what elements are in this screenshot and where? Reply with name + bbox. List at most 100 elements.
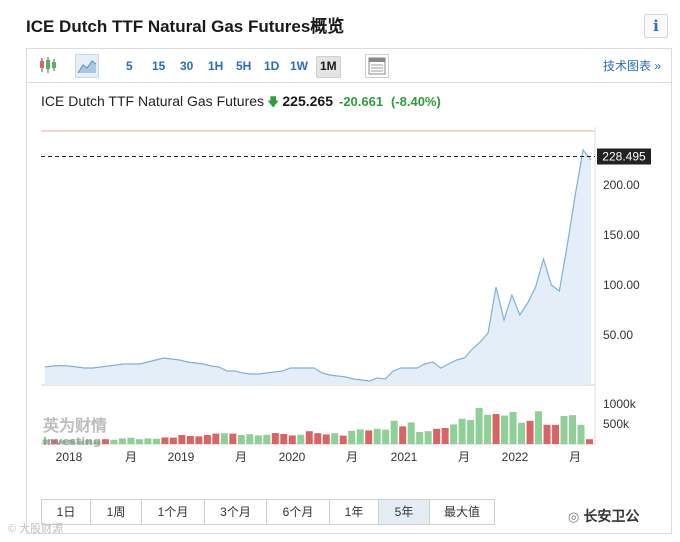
timeframe-1h[interactable]: 1H bbox=[208, 59, 224, 73]
range-5y[interactable]: 5年 bbox=[379, 500, 430, 524]
volume-bar bbox=[535, 411, 543, 444]
volume-bar bbox=[246, 434, 254, 444]
volume-bar bbox=[50, 439, 58, 444]
x-tick-label: 月 bbox=[125, 450, 137, 464]
volume-bar bbox=[84, 440, 92, 444]
timeframe-1d[interactable]: 1D bbox=[264, 59, 280, 73]
table-icon[interactable] bbox=[365, 54, 389, 78]
volume-bar bbox=[552, 424, 560, 444]
y-tick-label: 150.00 bbox=[603, 228, 640, 242]
timeframe-5[interactable]: 5 bbox=[126, 59, 133, 73]
timeframe-1w[interactable]: 1W bbox=[290, 59, 308, 73]
watermark-left: © 大股财源 bbox=[8, 523, 64, 535]
page-title: ICE Dutch TTF Natural Gas Futures概览 bbox=[26, 17, 345, 36]
candlestick-icon[interactable] bbox=[37, 54, 59, 76]
volume-bar bbox=[127, 437, 135, 444]
volume-bar bbox=[450, 424, 458, 444]
volume-bar bbox=[365, 430, 373, 444]
last-price: 225.265 bbox=[282, 93, 333, 109]
volume-bar bbox=[203, 435, 211, 444]
volume-bar bbox=[237, 435, 245, 444]
down-arrow-icon: 🡇 bbox=[267, 95, 280, 109]
volume-bar bbox=[254, 435, 262, 444]
price-chart: 228.495 50.00 100.00 150.00 200.00 1000k 500k 2… bbox=[41, 127, 651, 464]
volume-bar bbox=[518, 422, 526, 444]
range-1w[interactable]: 1周 bbox=[91, 500, 142, 524]
technical-chart-link[interactable]: 技术图表 » bbox=[602, 59, 661, 73]
volume-bar bbox=[331, 433, 339, 444]
x-tick-label: 2022 bbox=[502, 450, 529, 464]
volume-bar bbox=[288, 435, 296, 444]
range-max[interactable]: 最大值 bbox=[430, 500, 494, 524]
volume-tick-label: 1000k bbox=[603, 397, 637, 411]
logo-watermark-bottom: Investing bbox=[43, 435, 101, 448]
volume-bar bbox=[297, 434, 305, 444]
info-button[interactable]: i bbox=[644, 14, 668, 38]
instrument-name: ICE Dutch TTF Natural Gas Futures bbox=[41, 93, 265, 109]
chart-card: 5 15 30 1H 5H 1D 1W 1M 技术图表 » ICE Dutch … bbox=[26, 48, 672, 534]
range-3m[interactable]: 3个月 bbox=[205, 500, 267, 524]
volume-bar bbox=[263, 434, 271, 444]
last-price-label: 228.495 bbox=[602, 150, 646, 164]
volume-bar bbox=[229, 433, 237, 444]
x-tick-label: 2019 bbox=[168, 450, 195, 464]
x-tick-label: 月 bbox=[346, 450, 358, 464]
range-6m[interactable]: 6个月 bbox=[267, 500, 330, 524]
volume-bar bbox=[424, 431, 432, 444]
volume-tick-label: 500k bbox=[603, 417, 630, 431]
timeframe-15[interactable]: 15 bbox=[152, 59, 166, 73]
volume-bar bbox=[501, 415, 509, 444]
price-change: -20.661 bbox=[338, 94, 384, 109]
x-tick-label: 月 bbox=[569, 450, 581, 464]
volume-bar bbox=[475, 408, 483, 444]
volume-bar bbox=[76, 440, 84, 444]
volume-bar bbox=[373, 428, 381, 444]
y-tick-label: 100.00 bbox=[603, 278, 640, 292]
volume-bar bbox=[220, 433, 228, 444]
volume-bar bbox=[586, 439, 593, 444]
volume-bar bbox=[144, 438, 152, 444]
x-tick-label: 2018 bbox=[56, 450, 83, 464]
volume-bar bbox=[135, 439, 143, 444]
x-tick-label: 2021 bbox=[391, 450, 418, 464]
y-tick-label: 200.00 bbox=[603, 178, 640, 192]
timeframe-1m[interactable]: 1M bbox=[316, 56, 341, 78]
volume-bar bbox=[212, 433, 220, 444]
volume-bar bbox=[101, 439, 109, 444]
volume-bar bbox=[186, 436, 194, 444]
price-line bbox=[44, 148, 592, 382]
volume-bar bbox=[161, 437, 169, 444]
volume-bar bbox=[390, 420, 398, 444]
volume-bar bbox=[110, 439, 118, 444]
volume-bar bbox=[42, 439, 50, 444]
range-selector: 1日 1周 1个月 3个月 6个月 1年 5年 最大值 bbox=[41, 499, 495, 525]
volume-bar bbox=[271, 433, 279, 444]
volume-bar bbox=[467, 420, 475, 444]
range-1y[interactable]: 1年 bbox=[330, 500, 379, 524]
volume-bar bbox=[543, 424, 551, 444]
timeframe-30[interactable]: 30 bbox=[180, 59, 194, 73]
volume-bar bbox=[407, 422, 415, 444]
volume-bar bbox=[93, 440, 101, 444]
volume-bar bbox=[560, 416, 568, 444]
price-area-fill bbox=[45, 150, 591, 385]
volume-bar bbox=[569, 415, 577, 444]
volume-bar bbox=[416, 432, 424, 444]
volume-bar bbox=[577, 424, 585, 444]
volume-bar bbox=[399, 426, 407, 444]
area-chart-icon[interactable] bbox=[75, 54, 99, 78]
range-1m[interactable]: 1个月 bbox=[142, 500, 205, 524]
last-price-tag bbox=[597, 148, 651, 165]
volume-bar bbox=[339, 435, 347, 444]
volume-bar bbox=[322, 434, 330, 444]
volume-bar bbox=[195, 436, 203, 444]
chart-toolbar: 5 15 30 1H 5H 1D 1W 1M 技术图表 » bbox=[27, 49, 671, 83]
timeframe-5h[interactable]: 5H bbox=[236, 59, 252, 73]
volume-bar bbox=[509, 412, 517, 444]
volume-bar bbox=[382, 429, 390, 444]
logo-watermark-top: 英为财情 bbox=[42, 416, 107, 435]
volume-bar bbox=[305, 431, 313, 444]
volume-bar bbox=[458, 418, 466, 444]
range-1d[interactable]: 1日 bbox=[42, 500, 91, 524]
volume-bar bbox=[280, 434, 288, 444]
